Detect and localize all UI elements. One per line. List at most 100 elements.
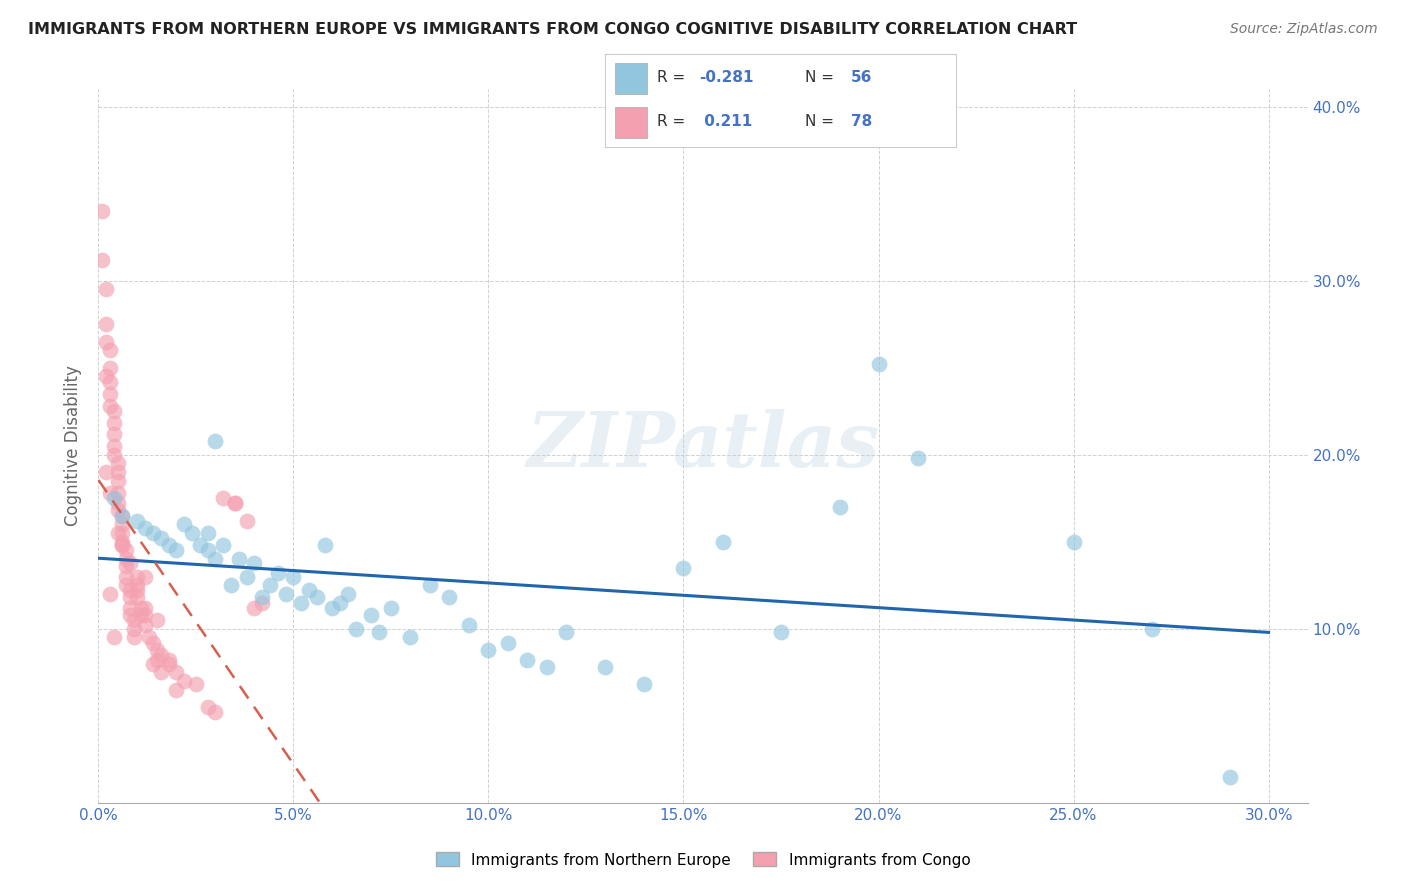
Point: [224, 496, 246, 510]
Point: [204, 706, 226, 720]
Point: [314, 538, 336, 552]
Point: [96, 334, 118, 349]
Point: [204, 552, 226, 566]
Point: [672, 561, 695, 575]
Point: [173, 673, 195, 688]
Point: [197, 526, 219, 541]
Point: [111, 538, 134, 552]
Point: [118, 607, 141, 622]
Point: [595, 660, 617, 674]
Point: [149, 648, 172, 662]
Point: [98, 386, 121, 401]
Point: [103, 417, 125, 431]
Text: Source: ZipAtlas.com: Source: ZipAtlas.com: [1230, 22, 1378, 37]
Point: [344, 622, 367, 636]
Point: [252, 591, 274, 605]
Point: [173, 517, 195, 532]
Point: [107, 526, 129, 541]
Point: [98, 587, 121, 601]
Point: [828, 500, 851, 514]
Point: [516, 653, 538, 667]
Point: [98, 343, 121, 358]
Point: [103, 491, 125, 506]
Point: [149, 531, 172, 545]
Point: [337, 587, 360, 601]
Point: [103, 426, 125, 441]
Point: [165, 665, 187, 680]
Point: [107, 503, 129, 517]
Point: [134, 521, 156, 535]
Point: [103, 439, 125, 453]
Point: [91, 204, 114, 219]
Point: [204, 434, 226, 448]
Point: [252, 596, 274, 610]
Point: [96, 465, 118, 479]
Point: [290, 596, 312, 610]
Point: [107, 465, 129, 479]
Point: [212, 491, 235, 506]
Text: ZIPatlas: ZIPatlas: [526, 409, 880, 483]
Point: [360, 607, 382, 622]
Point: [149, 665, 172, 680]
Point: [118, 600, 141, 615]
Point: [184, 677, 207, 691]
Point: [1063, 534, 1085, 549]
Point: [633, 677, 655, 691]
Point: [146, 642, 169, 657]
Point: [197, 700, 219, 714]
Point: [114, 559, 136, 574]
Point: [122, 613, 145, 627]
Point: [98, 399, 121, 413]
Point: [122, 622, 145, 636]
Point: [496, 635, 519, 649]
Point: [131, 600, 153, 615]
Text: N =: N =: [804, 114, 839, 129]
Point: [127, 569, 149, 583]
Point: [536, 660, 558, 674]
Point: [439, 591, 461, 605]
Point: [146, 653, 169, 667]
Text: R =: R =: [658, 70, 690, 86]
Point: [131, 607, 153, 622]
Point: [419, 578, 441, 592]
Point: [111, 508, 134, 523]
Point: [157, 653, 180, 667]
Point: [118, 583, 141, 598]
Point: [188, 538, 211, 552]
Point: [1219, 770, 1241, 784]
Point: [107, 474, 129, 488]
Point: [96, 369, 118, 384]
Text: 0.211: 0.211: [700, 114, 752, 129]
Point: [127, 578, 149, 592]
Point: [399, 631, 422, 645]
Point: [259, 578, 281, 592]
Point: [380, 600, 402, 615]
Point: [111, 534, 134, 549]
Point: [305, 591, 328, 605]
Point: [134, 600, 156, 615]
Point: [103, 448, 125, 462]
Point: [96, 317, 118, 331]
Point: [224, 496, 246, 510]
Legend: Immigrants from Northern Europe, Immigrants from Congo: Immigrants from Northern Europe, Immigra…: [430, 847, 976, 873]
Point: [142, 657, 165, 671]
Point: [1140, 622, 1163, 636]
Text: IMMIGRANTS FROM NORTHERN EUROPE VS IMMIGRANTS FROM CONGO COGNITIVE DISABILITY CO: IMMIGRANTS FROM NORTHERN EUROPE VS IMMIG…: [28, 22, 1077, 37]
Point: [212, 538, 235, 552]
Point: [114, 569, 136, 583]
Point: [111, 538, 134, 552]
Point: [118, 591, 141, 605]
Point: [769, 625, 792, 640]
Point: [477, 642, 499, 657]
Point: [555, 625, 578, 640]
Text: 78: 78: [851, 114, 872, 129]
Point: [228, 552, 250, 566]
Point: [91, 252, 114, 267]
Point: [181, 526, 204, 541]
Point: [458, 618, 481, 632]
Point: [219, 578, 242, 592]
Point: [98, 375, 121, 389]
Point: [298, 583, 321, 598]
Point: [868, 357, 890, 371]
Point: [243, 600, 266, 615]
